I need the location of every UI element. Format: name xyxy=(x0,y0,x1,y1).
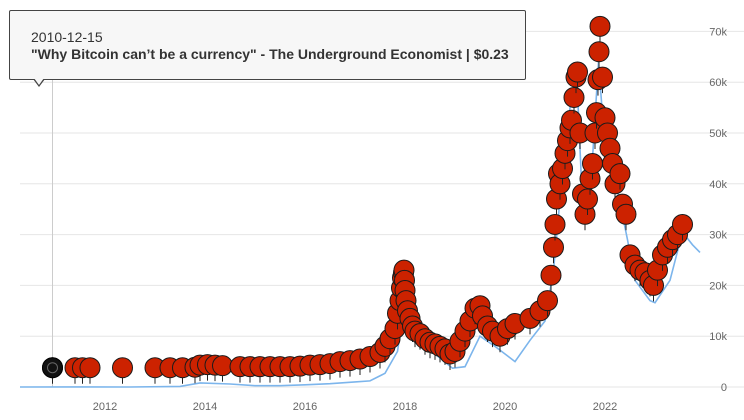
marker-point[interactable] xyxy=(609,163,631,185)
article-marker[interactable] xyxy=(384,318,406,345)
y-tick-label: 50k xyxy=(709,128,727,140)
y-tick-label: 20k xyxy=(709,280,727,292)
marker-point[interactable] xyxy=(537,290,558,312)
article-marker[interactable] xyxy=(592,66,613,94)
article-markers[interactable] xyxy=(42,15,693,384)
tooltip-headline: "Why Bitcoin can’t be a currency" - The … xyxy=(31,46,509,62)
selected-marker-point[interactable] xyxy=(42,357,63,379)
marker-point[interactable] xyxy=(582,152,603,174)
marker-point[interactable] xyxy=(592,66,613,88)
x-axis-ticks: 2012 2014 2016 2018 2020 2022 xyxy=(93,401,617,413)
article-marker[interactable] xyxy=(543,236,564,264)
y-tick-label: 70k xyxy=(709,26,727,38)
article-marker[interactable] xyxy=(537,290,558,317)
x-tick-label: 2016 xyxy=(293,401,317,413)
marker-point[interactable] xyxy=(112,357,133,379)
marker-point[interactable] xyxy=(577,188,598,210)
article-marker[interactable] xyxy=(112,357,133,384)
article-marker[interactable] xyxy=(609,163,631,190)
marker-point[interactable] xyxy=(567,61,588,83)
marker-point[interactable] xyxy=(672,213,693,235)
marker-point[interactable] xyxy=(563,86,585,108)
article-marker[interactable] xyxy=(563,86,585,114)
gridlines xyxy=(20,30,744,388)
marker-point[interactable] xyxy=(543,236,564,258)
article-marker[interactable] xyxy=(588,41,610,68)
marker-point[interactable] xyxy=(544,213,566,235)
article-marker[interactable] xyxy=(582,152,603,180)
y-axis-ticks: 0 10k 20k 30k 40k 50k 60k 70k xyxy=(709,26,727,394)
marker-point[interactable] xyxy=(588,41,610,63)
article-marker[interactable] xyxy=(577,188,598,216)
x-tick-label: 2022 xyxy=(593,401,617,413)
article-marker[interactable] xyxy=(615,203,637,231)
tooltip: 2010-12-15 "Why Bitcoin can’t be a curre… xyxy=(9,10,526,80)
x-tick-label: 2018 xyxy=(393,401,417,413)
marker-point[interactable] xyxy=(540,264,562,286)
article-marker[interactable] xyxy=(672,213,693,241)
article-marker[interactable] xyxy=(144,357,166,384)
marker-point[interactable] xyxy=(79,357,101,379)
article-marker[interactable] xyxy=(579,168,601,195)
article-marker[interactable] xyxy=(569,122,591,149)
selected-marker-ring xyxy=(47,362,58,374)
x-tick-label: 2020 xyxy=(493,401,517,413)
article-marker[interactable] xyxy=(79,357,101,384)
y-tick-label: 40k xyxy=(709,179,727,191)
marker-point[interactable] xyxy=(615,203,637,225)
y-tick-label: 0 xyxy=(721,382,727,394)
x-tick-label: 2012 xyxy=(93,401,117,413)
article-marker[interactable] xyxy=(589,15,611,43)
article-marker[interactable] xyxy=(544,213,566,241)
article-marker[interactable] xyxy=(540,264,562,292)
tooltip-pointer-fill xyxy=(34,78,44,85)
marker-point[interactable] xyxy=(589,15,611,37)
selected-marker-group[interactable] xyxy=(42,357,63,379)
y-tick-label: 60k xyxy=(709,77,727,89)
y-tick-label: 10k xyxy=(709,331,727,343)
y-tick-label: 30k xyxy=(709,230,727,242)
tooltip-date: 2010-12-15 xyxy=(31,29,103,45)
marker-point[interactable] xyxy=(212,355,233,377)
x-tick-label: 2014 xyxy=(193,401,217,413)
article-marker[interactable] xyxy=(567,61,588,89)
